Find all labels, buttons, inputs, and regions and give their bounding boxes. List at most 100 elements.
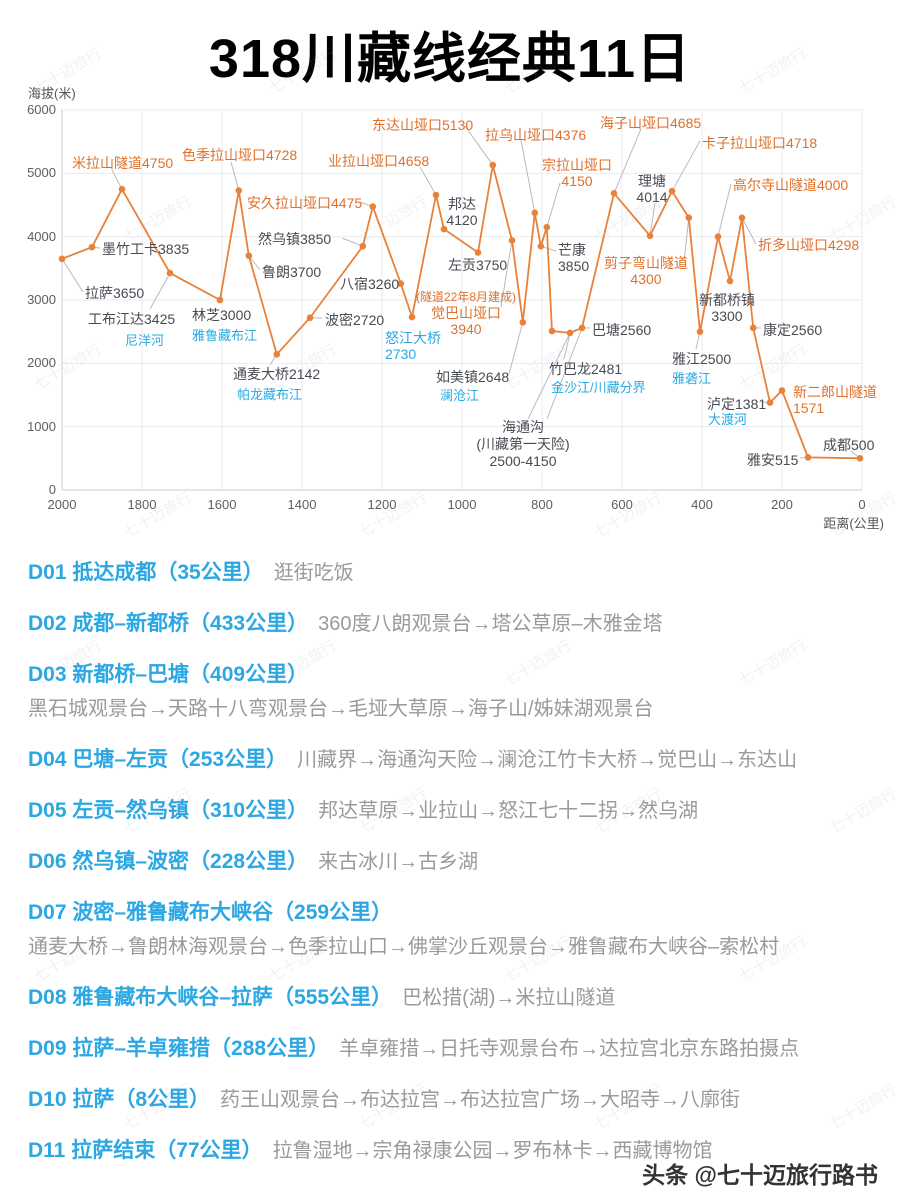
data-point-marker — [359, 242, 367, 250]
itinerary-day-10: D10 拉萨（8公里） 药王山观景台→布达拉宫→布达拉宫广场→大昭寺→八廓街 — [28, 1086, 872, 1114]
day-detail: 川藏界→海通沟天险→澜沧江竹卡大桥→觉巴山→东达山 — [297, 749, 798, 771]
itinerary-day-5: D05 左贡–然乌镇（310公里） 邦达草原→业拉山→怒江七十二拐→然乌湖 — [28, 797, 872, 825]
day-title: D04 巴塘–左贡（253公里） — [28, 748, 288, 771]
footer-credit: 头条 @七十迈旅行路书 — [642, 1162, 878, 1188]
itinerary-day-7: D07 波密–雅鲁藏布大峡谷（259公里） 通麦大桥→鲁朗林海观景台→色季拉山口→… — [28, 899, 872, 961]
point-label: 林芝3000 — [192, 307, 252, 323]
day-title: D02 成都–新都桥（433公里） — [28, 612, 309, 635]
data-point-marker — [519, 318, 527, 326]
chart-canvas — [58, 109, 864, 491]
point-label: 拉萨3650 — [85, 285, 145, 301]
data-point-marker — [235, 187, 243, 194]
x-tick: 1400 — [287, 497, 317, 512]
x-axis-label: 距离(公里) — [823, 516, 884, 531]
point-label: 新二郎山隧道 1571 — [793, 384, 877, 416]
data-point-marker — [696, 328, 704, 335]
data-point-marker — [778, 387, 786, 394]
data-point-marker — [766, 399, 774, 406]
river-label: 大渡河 — [708, 412, 748, 427]
data-point-marker — [537, 242, 545, 250]
point-label: 泸定1381 — [707, 396, 767, 412]
river-label: 澜沧江 — [440, 388, 480, 403]
data-point-marker — [440, 225, 448, 233]
point-label: 雅江2500 — [672, 351, 732, 367]
day-title: D01 抵达成都（35公里） — [28, 561, 264, 584]
point-label: 如美镇2648 — [436, 369, 510, 385]
point-label: 安久拉山垭口4475 — [247, 195, 363, 211]
point-label: 通麦大桥2142 — [233, 366, 321, 382]
day-title: D07 波密–雅鲁藏布大峡谷（259公里） — [28, 901, 393, 924]
data-point-marker — [166, 269, 174, 277]
day-detail: 药王山观景台→布达拉宫→布达拉宫广场→大昭寺→八廓街 — [220, 1089, 741, 1111]
point-label: 墨竹工卡3835 — [102, 241, 190, 257]
day-title: D10 拉萨（8公里） — [28, 1088, 211, 1111]
point-label: 业拉山垭口4658 — [328, 153, 430, 169]
data-point-marker — [369, 203, 377, 210]
point-label: 鲁朗3700 — [262, 264, 322, 280]
elevation-chart: 海拔(米) 距离(公里) 0 1000 2000 3000 4000 5000 6000 20… — [0, 85, 900, 545]
data-point-marker — [804, 454, 812, 461]
data-point-marker — [685, 214, 693, 221]
y-tick: 4000 — [27, 228, 56, 244]
x-tick: 600 — [611, 497, 633, 512]
river-label: 雅砻江 — [672, 371, 712, 386]
data-point-marker — [578, 324, 586, 332]
point-label: (隧道22年8月建成) 觉巴山垭口 3940 — [415, 290, 517, 337]
y-tick: 6000 — [27, 102, 56, 117]
point-label: 然乌镇3850 — [258, 231, 332, 247]
page-title: 318川藏线经典11日 — [208, 29, 692, 89]
data-point-marker — [408, 313, 416, 321]
point-label: 八宿3260 — [340, 276, 400, 292]
itinerary-day-4: D04 巴塘–左贡（253公里） 川藏界→海通沟天险→澜沧江竹卡大桥→觉巴山→东达… — [28, 746, 872, 774]
y-tick: 3000 — [27, 292, 56, 307]
point-label: 卡子拉山垭口4718 — [702, 135, 818, 151]
data-point-marker — [668, 187, 676, 195]
day-title: D09 拉萨–羊卓雍措（288公里） — [28, 1037, 330, 1060]
day-title: D08 雅鲁藏布大峡谷–拉萨（555公里） — [28, 986, 393, 1009]
point-label: 拉乌山垭口4376 — [485, 127, 587, 143]
point-label: 巴塘2560 — [592, 322, 652, 338]
itinerary-day-8: D08 雅鲁藏布大峡谷–拉萨（555公里） 巴松措(湖)→米拉山隧道 — [28, 984, 872, 1012]
day-detail: 羊卓雍措→日托寺观景台布→达拉宫北京东路拍摄点 — [339, 1038, 800, 1060]
river-label: 尼洋河 — [125, 333, 165, 348]
point-label: 高尔寺山隧道4000 — [733, 177, 849, 193]
day-title: D03 新都桥–巴塘（409公里） — [28, 663, 309, 686]
data-point-marker — [58, 255, 66, 263]
itinerary-day-2: D02 成都–新都桥（433公里） 360度八朗观景台→塔公草原–木雅金塔 — [28, 610, 872, 638]
y-tick: 0 — [48, 482, 56, 497]
itinerary-day-1: D01 抵达成都（35公里） 逛街吃饭 — [28, 559, 872, 587]
data-point-marker — [566, 329, 574, 337]
x-tick: 2000 — [47, 497, 77, 512]
day-detail: 通麦大桥→鲁朗林海观景台→色季拉山口→佛掌沙丘观景台→雅鲁藏布大峡谷–索松村 — [28, 936, 780, 958]
data-point-marker — [432, 191, 440, 199]
day-detail: 360度八朗观景台→塔公草原–木雅金塔 — [318, 613, 663, 635]
point-label: 剪子弯山隧道 4300 — [604, 255, 688, 287]
itinerary-list: D01 抵达成都（35公里） 逛街吃饭 D02 成都–新都桥（433公里） 360度八… — [0, 545, 900, 1165]
day-detail: 来古冰川→古乡湖 — [318, 851, 479, 873]
data-point-marker — [646, 232, 654, 240]
y-axis-label: 海拔(米) — [28, 86, 76, 101]
point-label: 工布江达3425 — [88, 311, 176, 327]
y-tick: 2000 — [27, 355, 56, 371]
point-label: 雅安515 — [747, 452, 799, 468]
data-point-marker — [508, 237, 516, 244]
itinerary-day-3: D03 新都桥–巴塘（409公里） 黑石城观景台→天路十八弯观景台→毛垭大草原→海… — [28, 661, 872, 723]
point-label: 宗拉山垭口 4150 — [542, 157, 612, 189]
data-point-marker — [548, 327, 556, 335]
data-point-marker — [749, 324, 757, 332]
day-title: D05 左贡–然乌镇（310公里） — [28, 799, 309, 822]
x-tick: 800 — [531, 497, 553, 512]
data-point-marker — [273, 351, 281, 358]
point-label: 康定2560 — [763, 322, 823, 338]
data-point-marker — [531, 209, 539, 217]
day-detail: 邦达草原→业拉山→怒江七十二拐→然乌湖 — [318, 800, 699, 822]
point-label: 米拉山隧道4750 — [72, 155, 174, 171]
data-point-marker — [856, 455, 864, 462]
itinerary-day-9: D09 拉萨–羊卓雍措（288公里） 羊卓雍措→日托寺观景台布→达拉宫北京东路拍摄… — [28, 1035, 872, 1063]
point-label: 左贡3750 — [448, 257, 508, 273]
river-label: 帕龙藏布江 — [237, 387, 303, 402]
point-label: 理塘 4014 — [636, 173, 668, 205]
data-point-marker — [489, 161, 497, 169]
data-point-marker — [118, 185, 126, 193]
